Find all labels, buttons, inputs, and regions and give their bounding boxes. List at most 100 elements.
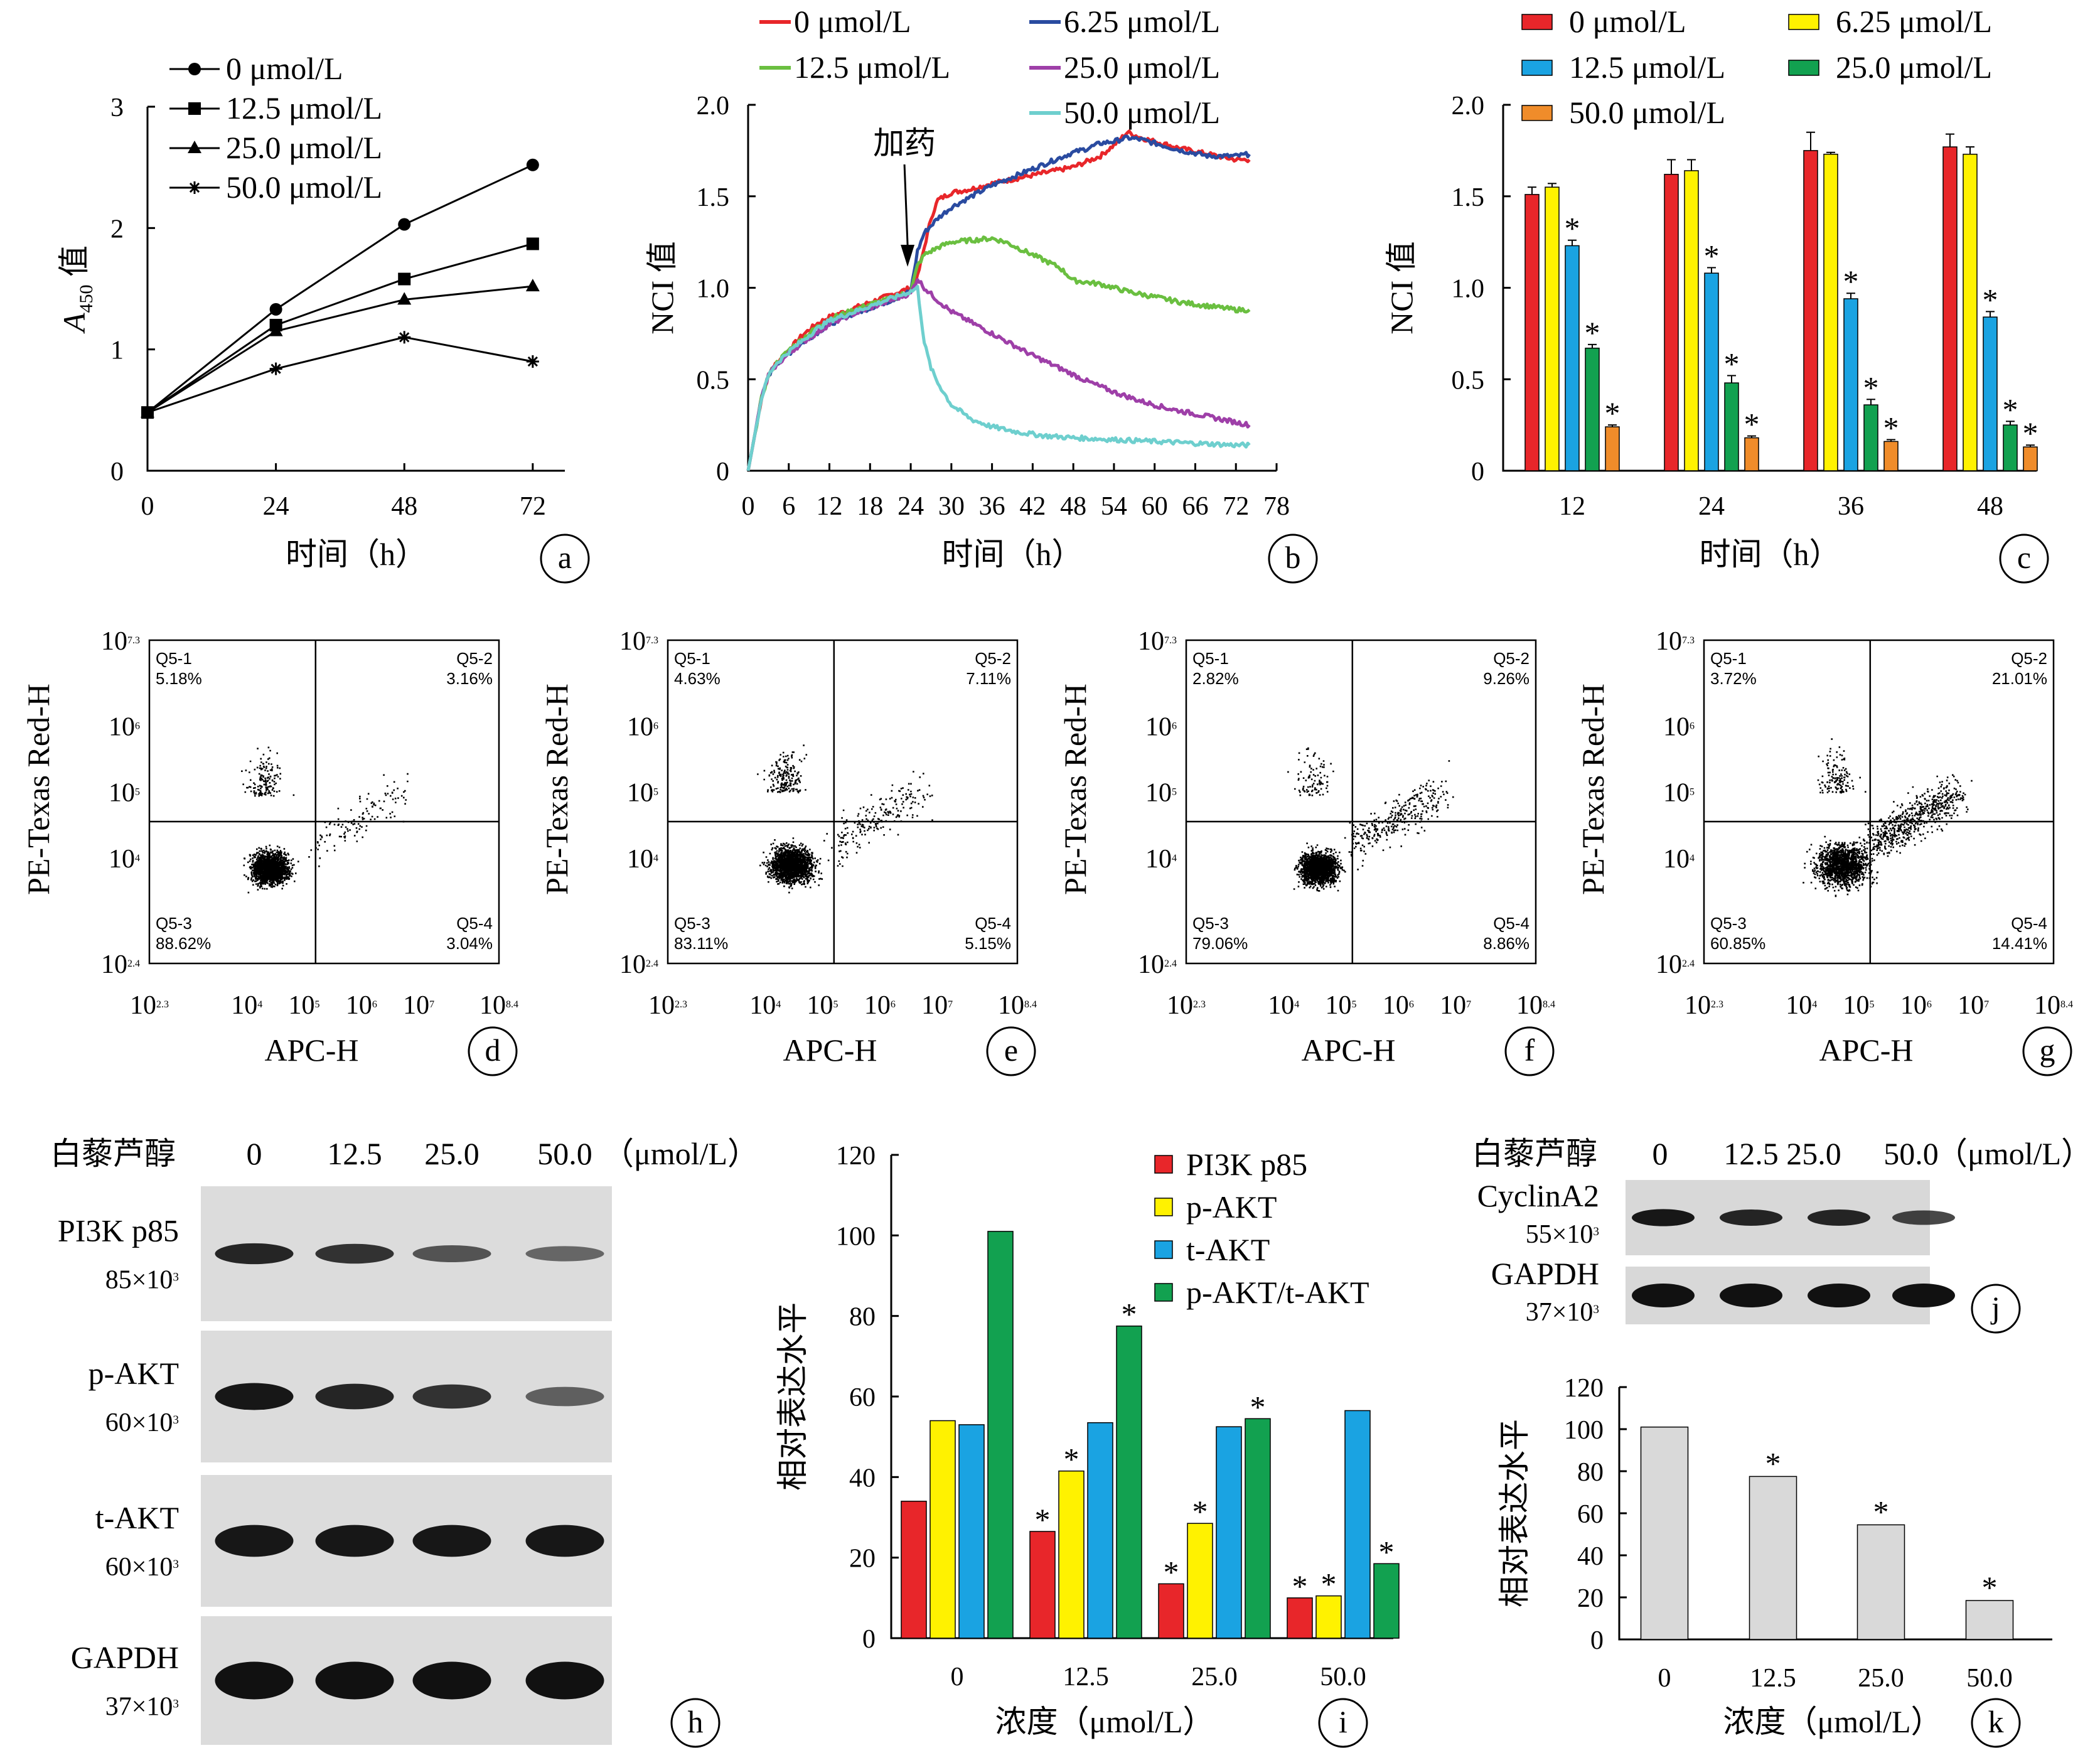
quadrant-name: Q5-4 xyxy=(975,914,1011,933)
x-tick-label: 54 xyxy=(1101,492,1127,521)
tick-base: 10 xyxy=(1167,991,1193,1020)
bar xyxy=(1158,1583,1184,1639)
legend-label: p-AKT/t-AKT xyxy=(1186,1275,1369,1310)
y-tick-label: 80 xyxy=(849,1303,876,1332)
legend-label: 0 μmol/L xyxy=(226,51,343,86)
significance-mark: * xyxy=(1035,1502,1051,1537)
significance-mark: * xyxy=(2003,392,2018,427)
tick-base: 10 xyxy=(1383,991,1409,1020)
x-axis-label: 浓度（μmol/L） xyxy=(995,1704,1214,1739)
x-tick-label: 30 xyxy=(938,492,965,521)
blot-band xyxy=(525,1661,604,1700)
tick-exponent: 6 xyxy=(1690,721,1695,732)
x-tick-label: 12.5 xyxy=(1063,1663,1109,1692)
panel-label-circle xyxy=(468,1026,518,1076)
tick-exponent: 2.4 xyxy=(646,958,658,969)
bar xyxy=(1245,1418,1271,1639)
tick-exponent: 5 xyxy=(135,787,140,798)
tick-base: 10 xyxy=(921,991,948,1020)
significance-mark: * xyxy=(1765,1445,1781,1481)
series-line xyxy=(141,237,539,419)
y-axis-label: NCI 值 xyxy=(1384,241,1419,335)
bar xyxy=(1524,194,1540,471)
y-tick-label: 1.5 xyxy=(697,183,730,212)
panel-label: i xyxy=(1339,1704,1347,1739)
y-tick-label: 106 xyxy=(109,713,140,742)
tick-exponent: 4 xyxy=(1812,999,1817,1010)
plot-frame xyxy=(1703,639,2055,965)
y-axis-label: PE-Texas Red-H xyxy=(1058,684,1093,895)
plot-frame xyxy=(148,639,500,965)
blot-band xyxy=(1720,1284,1782,1307)
y-tick-label: 102.4 xyxy=(101,950,140,979)
quadrant-value: 60.85% xyxy=(1710,934,1765,953)
y-axis-label: A450 值 xyxy=(56,245,97,334)
treatment-label: 白藜芦醇 xyxy=(1472,1136,1597,1171)
legend-swatch xyxy=(1521,60,1553,76)
tick-exponent: 2.4 xyxy=(1682,958,1695,969)
bar xyxy=(1942,146,1958,471)
y-tick-label: 107.3 xyxy=(101,627,140,656)
panel-label-circle xyxy=(2022,1026,2072,1076)
marker-star xyxy=(269,362,282,375)
quadrant-value: 2.82% xyxy=(1192,669,1239,688)
bar xyxy=(929,1420,956,1639)
tick-exponent: 6 xyxy=(891,999,896,1010)
panel-label-circle xyxy=(1971,1698,2021,1748)
x-tick-label: 24 xyxy=(897,492,924,521)
blot-band xyxy=(412,1384,491,1409)
blot-band xyxy=(525,1246,604,1262)
x-tick-label: 72 xyxy=(520,492,546,521)
quadrant-name: Q5-2 xyxy=(2011,649,2047,668)
bar xyxy=(1823,153,1838,471)
tick-base: 10 xyxy=(1900,991,1927,1020)
y-tick-label: 0.5 xyxy=(1452,366,1485,395)
tick-base: 10 xyxy=(289,991,315,1020)
marker-circle xyxy=(188,63,201,75)
tick-exponent: 4 xyxy=(1172,853,1177,864)
panel-label: c xyxy=(2017,540,2031,575)
y-tick-label: 0 xyxy=(862,1625,876,1654)
significance-mark: * xyxy=(2023,416,2038,451)
blot-band xyxy=(1892,1284,1955,1307)
panel-label: d xyxy=(485,1032,501,1068)
y-tick-label: 0 xyxy=(110,458,124,486)
significance-mark: * xyxy=(1982,1570,1998,1605)
tick-base: 10 xyxy=(109,845,135,874)
y-tick-label: 105 xyxy=(1145,779,1177,808)
panel-j: 白藜芦醇 0 12.5 25.0 50.0（μmol/L）CyclinA255×103G… xyxy=(1472,1136,2092,1334)
panel-label: g xyxy=(2040,1032,2055,1068)
quadrant-value: 9.26% xyxy=(1483,669,1529,688)
x-tick-label: 36 xyxy=(979,492,1005,521)
panel-label-circle xyxy=(1504,1026,1555,1076)
tick-exponent: 2.3 xyxy=(156,999,169,1010)
blot-band xyxy=(215,1243,294,1265)
marker-circle xyxy=(398,218,411,231)
tick-exponent: 6 xyxy=(372,999,377,1010)
bar xyxy=(1724,382,1739,471)
mw-label: 55×103 xyxy=(1526,1220,1599,1249)
y-tick-label: 105 xyxy=(627,779,658,808)
marker-star-stroke xyxy=(189,182,200,193)
legend-label: 50.0 μmol/L xyxy=(1569,95,1725,130)
y-tick-label: 0.5 xyxy=(697,366,730,395)
blot-band xyxy=(215,1661,294,1700)
significance-mark: * xyxy=(1843,264,1859,299)
blot-band xyxy=(315,1383,394,1410)
bar xyxy=(1545,186,1560,471)
bar xyxy=(1029,1531,1056,1639)
x-tick-label: 105 xyxy=(289,991,320,1020)
marker-star xyxy=(188,181,201,194)
tick-exponent: 7.3 xyxy=(1682,635,1695,646)
quadrant-name: Q5-4 xyxy=(1493,914,1529,933)
x-axis-label: APC-H xyxy=(264,1032,358,1068)
tick-exponent: 7 xyxy=(1466,999,1471,1010)
x-tick-label: 24 xyxy=(263,492,289,521)
tick-base: 60×10 xyxy=(105,1553,173,1582)
x-tick-label: 25.0 xyxy=(1191,1663,1238,1692)
y-axis-label: PE-Texas Red-H xyxy=(539,684,574,895)
bar xyxy=(1287,1597,1313,1639)
x-axis-label: 时间（h） xyxy=(286,537,427,572)
